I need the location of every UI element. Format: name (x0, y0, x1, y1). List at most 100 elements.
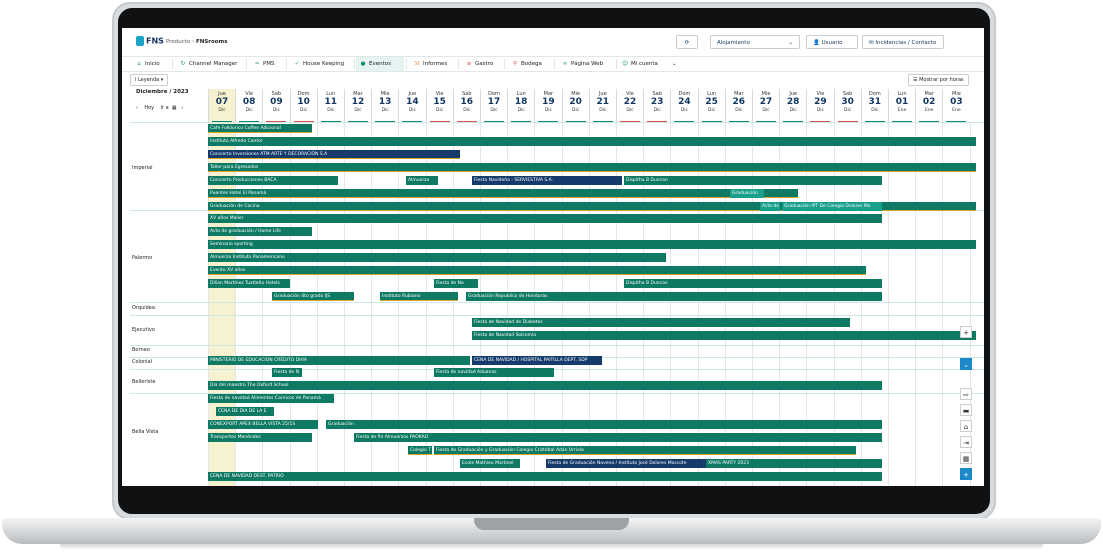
checkin-icon[interactable]: ⇨ (960, 388, 972, 400)
day-header[interactable]: Dom 17 Dic (480, 89, 507, 122)
event-bar[interactable]: Almuerzo Instituto Panamericano (208, 253, 666, 262)
event-bar[interactable]: Concierto Inversiones ATM ARTE Y DECORAC… (208, 150, 460, 159)
prev-arrow-icon[interactable]: ‹ (136, 105, 138, 111)
day-header[interactable]: Jue 21 Dic (588, 89, 616, 122)
event-bar[interactable]: Acto de (760, 202, 780, 211)
nav-pagina-web[interactable]: ∞ Página Web (562, 57, 603, 71)
day-header[interactable]: Mar 26 Dic (724, 89, 752, 122)
event-bar[interactable]: Fiesta de Graduación Noveno / Instituto … (546, 459, 706, 468)
event-bar[interactable]: Seminario sporting (208, 240, 976, 249)
collapse-button[interactable]: ⌄ (960, 358, 972, 370)
support-button[interactable]: ✉ Incidencias / Contacto (862, 35, 944, 49)
user-button[interactable]: 👤 Usuario (806, 35, 858, 49)
event-bar[interactable]: CENA DE NAVIDAD / HOSPITAL PAITILLA DEPT… (472, 356, 602, 365)
day-header[interactable]: Vie 08 Dic (235, 89, 262, 122)
day-header[interactable]: Mar 19 Dic (534, 89, 561, 122)
property-select[interactable]: Alojamiento ⌄ (710, 35, 800, 49)
event-bar[interactable]: Fiesta de N (272, 368, 302, 377)
next-arrow-icon[interactable]: › (181, 105, 184, 111)
day-header[interactable]: Dom 10 Dic (289, 89, 317, 122)
nav-inicio[interactable]: ⌂ Inicio (136, 57, 159, 71)
event-bar[interactable]: MINISTERIO DE EDUCACION CRÉDITO DHIA (208, 356, 470, 365)
event-bar[interactable]: Instituto Alfredo Cantor (208, 137, 976, 146)
home-icon[interactable]: ⌂ (960, 420, 972, 432)
event-bar[interactable]: Dilian Martínez Tuxtleño Hotels (208, 279, 290, 288)
event-bar[interactable]: Graduación Republica de Honduras (466, 292, 882, 301)
refresh-button[interactable]: ⟳ (676, 35, 698, 49)
nav-eventos[interactable]: ● Eventos (356, 57, 404, 71)
event-bar[interactable]: Fiesta Navideña - SERVIESTIVA S.A. (472, 176, 622, 185)
event-bar[interactable]: Fiesta de Na (434, 279, 478, 288)
event-bar[interactable]: CENA DE NAVIDAD DEST. PATRIO (208, 472, 882, 481)
day-header[interactable]: Vie 15 Dic (425, 89, 453, 122)
day-header[interactable]: Sab 23 Dic (643, 89, 670, 122)
bed-icon[interactable]: ▬ (960, 404, 972, 416)
day-header[interactable]: Mie 03 Ene (942, 89, 969, 122)
event-bar[interactable]: Graduación (730, 189, 764, 198)
checkout-icon[interactable]: ⇥ (960, 436, 972, 448)
add-button[interactable]: + (960, 468, 972, 480)
day-header[interactable]: Jue 28 Dic (779, 89, 806, 122)
today-button[interactable]: Hoy (144, 105, 155, 111)
day-header[interactable]: Mar 12 Dic (344, 89, 371, 122)
event-bar[interactable]: Dispitha B Duncan (624, 279, 882, 288)
add-event-button[interactable]: + (960, 326, 972, 338)
event-bar[interactable]: Dia del maestro The Oxford School (208, 381, 882, 390)
day-header[interactable]: Dom 24 Dic (670, 89, 697, 122)
event-bar[interactable]: XMAS PARTY 2023 (706, 459, 882, 468)
event-bar[interactable]: Colegio T (408, 446, 432, 455)
legend-button[interactable]: i Leyenda ▾ (130, 74, 169, 86)
nav-channel-manager[interactable]: ↻ Channel Manager (180, 57, 238, 71)
day-header[interactable]: Mie 13 Dic (371, 89, 398, 122)
event-bar[interactable]: Graduación IPT De Colegio Dolores Mo (782, 202, 882, 211)
event-bar[interactable]: CENA DE DIA DE LA E (216, 407, 274, 416)
nav-gastro[interactable]: ≡ Gastro (466, 57, 493, 71)
day-header[interactable]: Dom 31 Dic (860, 89, 888, 122)
event-bar[interactable]: Fiesta de Graduación y Graduación Colegi… (434, 446, 856, 455)
event-bar[interactable]: Dispitha B Duncan (624, 176, 882, 185)
day-header[interactable]: Lun 18 Dic (507, 89, 534, 122)
event-bar[interactable]: Acto de graduación / Home Life (208, 227, 312, 236)
day-header[interactable]: Lun 11 Dic (316, 89, 344, 122)
event-bar[interactable]: Graduación de Cocina (208, 202, 976, 211)
nav-pms[interactable]: ≈ PMS (254, 57, 275, 71)
day-header[interactable]: Lun 01 Ene (888, 89, 915, 122)
event-bar[interactable]: Cafe Folklorico Coffee Adicional (208, 124, 312, 133)
day-header[interactable]: Sab 16 Dic (452, 89, 480, 122)
event-bar[interactable]: Fiesta de Navidad Solcomia (472, 331, 976, 340)
logo[interactable]: FNS (136, 36, 164, 46)
event-bar[interactable]: Evento XV años (208, 266, 866, 275)
day-header[interactable]: Lun 25 Dic (697, 89, 725, 122)
event-bar[interactable]: Ecole Mathieu Martinel (460, 459, 520, 468)
event-bar[interactable]: Graduación (326, 420, 882, 429)
show-hours-button[interactable]: ☰ Mostrar por horas (908, 74, 969, 86)
event-bar[interactable]: Almuerzo (406, 176, 438, 185)
nav-informes[interactable]: ℳ Informes (414, 57, 447, 71)
nav-bodega[interactable]: ⚲ Bodega (512, 57, 542, 71)
day-header[interactable]: Mie 27 Dic (752, 89, 779, 122)
nav-more[interactable]: ⌄ (672, 57, 677, 71)
event-bar[interactable]: Fiesta de navidad Alimentos Carnicos de … (208, 394, 334, 403)
event-bar[interactable]: Graduación 4to grado IJS (272, 292, 354, 301)
event-bar[interactable]: Transportes Menéndez (208, 433, 312, 442)
nav-house-keeping[interactable]: ✓ House Keeping (294, 57, 344, 71)
day-header[interactable]: Sab 30 Dic (833, 89, 861, 122)
day-header[interactable]: Jue 07 Dic (208, 89, 235, 122)
event-bar[interactable]: Taller para Egresados (208, 163, 976, 172)
day-header[interactable]: Mie 20 Dic (561, 89, 589, 122)
event-bar[interactable]: Fiesta de Navidad de Diabetes (472, 318, 850, 327)
day-header[interactable]: Vie 29 Dic (806, 89, 833, 122)
breadcrumb-parent[interactable]: Producto (166, 39, 191, 45)
day-header[interactable]: Vie 22 Dic (616, 89, 643, 122)
calendar-icon[interactable]: ▦ (171, 105, 177, 111)
event-bar[interactable]: CONEXPORT APEX BELLA VISTA 25/1S (208, 420, 318, 429)
day-header[interactable]: Mar 02 Ene (915, 89, 942, 122)
event-bar[interactable]: Fiesta de fin Almuerzos PAOKAO (354, 433, 882, 442)
nav-mi-cuenta[interactable]: ☺ Mi cuenta (622, 57, 658, 71)
day-header[interactable]: Jue 14 Dic (398, 89, 425, 122)
day-header[interactable]: Sab 09 Dic (262, 89, 289, 122)
event-bar[interactable]: Fiesta de navidad Aduanas (434, 368, 554, 377)
event-bar[interactable]: XV años Malier (208, 214, 882, 223)
event-bar[interactable]: Instituto Rubiano (380, 292, 458, 301)
calendar-icon[interactable]: ▦ (960, 452, 972, 464)
